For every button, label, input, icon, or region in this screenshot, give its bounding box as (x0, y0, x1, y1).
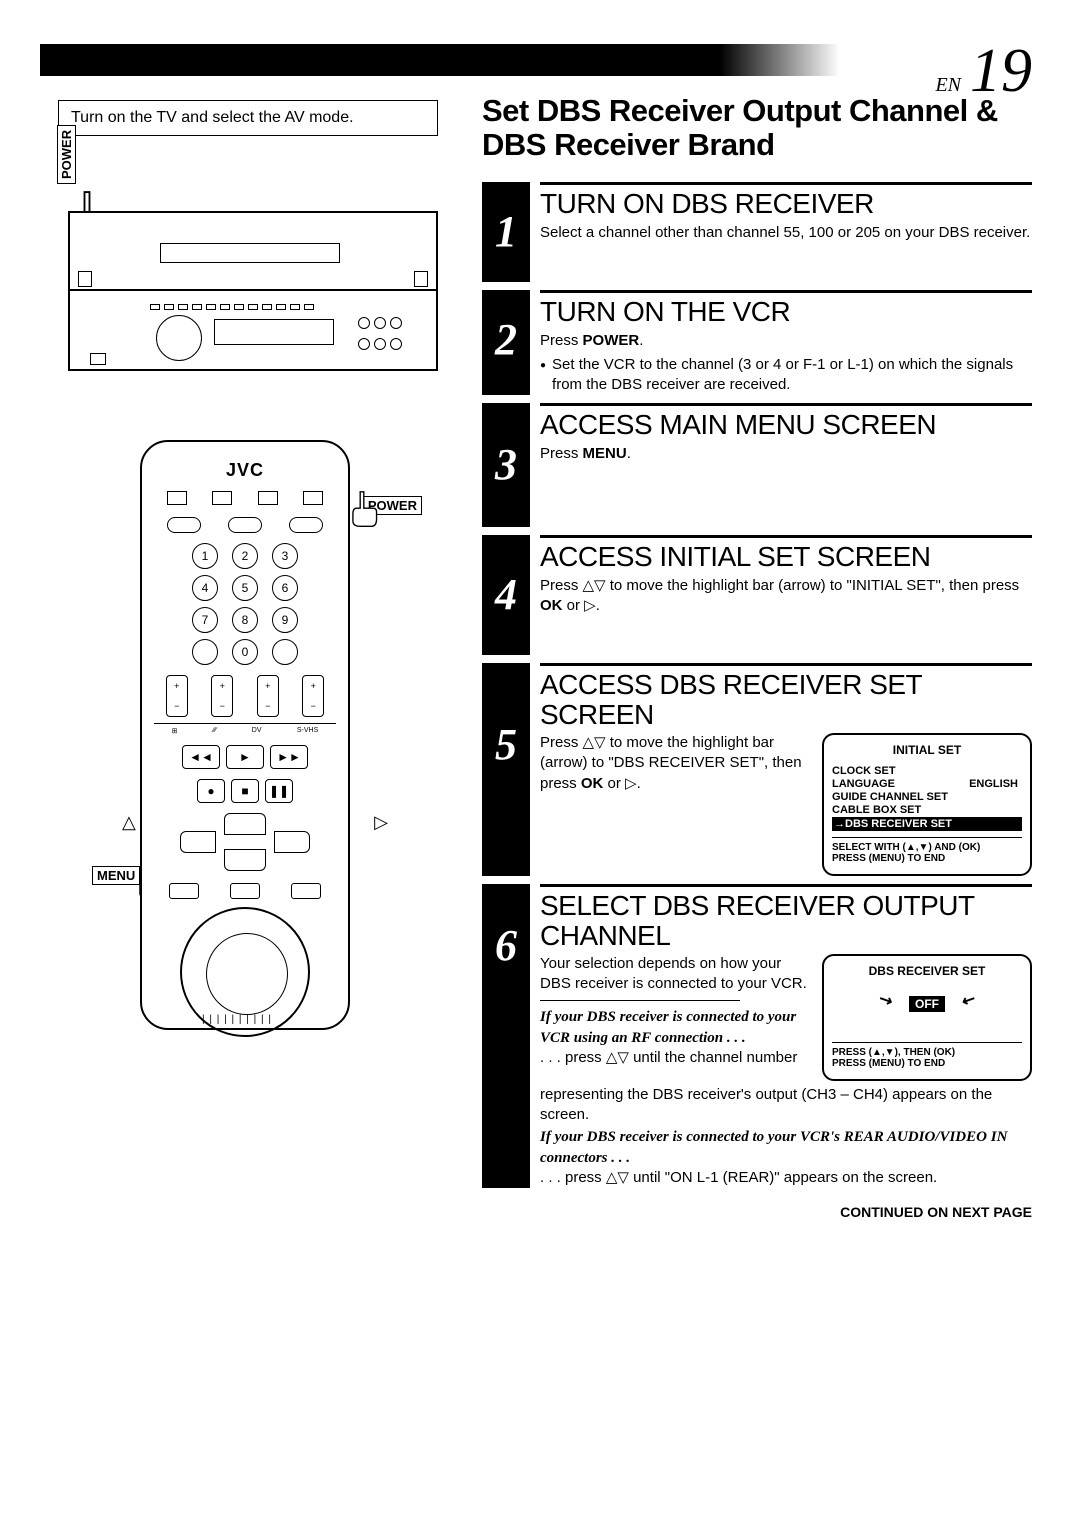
remote-brand: JVC (154, 460, 336, 481)
osd-dbs-receiver-set: DBS RECEIVER SET ↘ OFF ↙ PRESS (▲,▼), TH… (822, 954, 1032, 1081)
remote-jog-wheel: | | | | | | | | | | (180, 907, 310, 1037)
main-title: Set DBS Receiver Output Channel & DBS Re… (482, 94, 1032, 162)
remote-illustration: POWER MENU △ ▷ ▽ OK JVC 123 456 789 0 +−… (140, 440, 370, 1040)
vcr-power-label: POWER (57, 125, 76, 184)
step-number: 6 (482, 884, 530, 1188)
vcr-body (68, 211, 438, 371)
triangle-right-icon: ▷ (374, 812, 388, 833)
triangle-left-icon: △ (122, 812, 136, 833)
step-number: 2 (482, 290, 530, 395)
step-number: 4 (482, 535, 530, 655)
remote-body: JVC 123 456 789 0 +−+−+−+− ⊞∕∕∕DVS-VHS ◄… (140, 440, 350, 1030)
step-title: ACCESS DBS RECEIVER SET SCREEN (540, 670, 1032, 729)
step-1: 1 TURN ON DBS RECEIVER Select a channel … (482, 182, 1032, 282)
page-header (40, 44, 840, 76)
header-gradient-bar (40, 44, 840, 76)
continued-label: CONTINUED ON NEXT PAGE (482, 1204, 1032, 1220)
step-body: Press MENU. (540, 444, 1032, 464)
step-body: Press POWER. Set the VCR to the channel … (540, 331, 1032, 396)
step-6: 6 SELECT DBS RECEIVER OUTPUT CHANNEL You… (482, 884, 1032, 1188)
step-2: 2 TURN ON THE VCR Press POWER. Set the V… (482, 290, 1032, 395)
step-body: Press △▽ to move the highlight bar (arro… (540, 733, 810, 876)
step-title: ACCESS MAIN MENU SCREEN (540, 410, 1032, 439)
remote-numpad: 123 456 789 0 (154, 543, 336, 665)
step-3: 3 ACCESS MAIN MENU SCREEN Press MENU. (482, 403, 1032, 527)
instruction-text: Turn on the TV and select the AV mode. (71, 109, 354, 126)
step-body: Press △▽ to move the highlight bar (arro… (540, 576, 1032, 617)
step-number: 3 (482, 403, 530, 527)
step-4: 4 ACCESS INITIAL SET SCREEN Press △▽ to … (482, 535, 1032, 655)
step-number: 1 (482, 182, 530, 282)
step-title: TURN ON THE VCR (540, 297, 1032, 326)
off-badge: ↘ OFF ↙ (909, 996, 945, 1012)
step-body: Select a channel other than channel 55, … (540, 223, 1032, 243)
step-title: ACCESS INITIAL SET SCREEN (540, 542, 1032, 571)
step-body: Your selection depends on how your DBS r… (540, 954, 810, 1081)
content-column: Set DBS Receiver Output Channel & DBS Re… (482, 94, 1032, 1220)
step-title: TURN ON DBS RECEIVER (540, 189, 1032, 218)
step-number: 5 (482, 663, 530, 876)
osd-initial-set: INITIAL SET CLOCK SET LANGUAGEENGLISH GU… (822, 733, 1032, 876)
instruction-box: Turn on the TV and select the AV mode. (58, 100, 438, 136)
step-title: SELECT DBS RECEIVER OUTPUT CHANNEL (540, 891, 1032, 950)
steps-list: 1 TURN ON DBS RECEIVER Select a channel … (482, 182, 1032, 1188)
vcr-illustration: POWER (60, 165, 450, 395)
remote-arrow-cluster (170, 813, 320, 873)
step-5: 5 ACCESS DBS RECEIVER SET SCREEN Press △… (482, 663, 1032, 876)
